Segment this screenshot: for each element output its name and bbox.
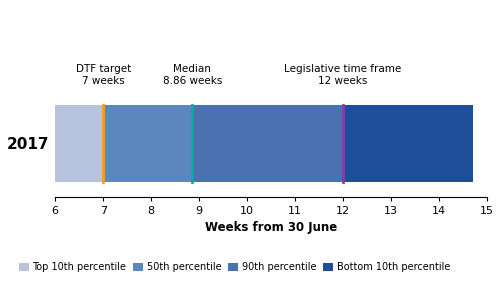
- Text: Legislative time frame
12 weeks: Legislative time frame 12 weeks: [284, 64, 401, 86]
- Legend: Top 10th percentile, 50th percentile, 90th percentile, Bottom 10th percentile: Top 10th percentile, 50th percentile, 90…: [15, 258, 453, 276]
- Bar: [103, 105, 192, 182]
- Bar: [342, 105, 471, 182]
- Text: DTF target
7 weeks: DTF target 7 weeks: [76, 64, 131, 86]
- Text: Median
8.86 weeks: Median 8.86 weeks: [162, 64, 221, 86]
- Bar: [192, 105, 342, 182]
- Bar: [55, 105, 103, 182]
- X-axis label: Weeks from 30 June: Weeks from 30 June: [204, 221, 337, 234]
